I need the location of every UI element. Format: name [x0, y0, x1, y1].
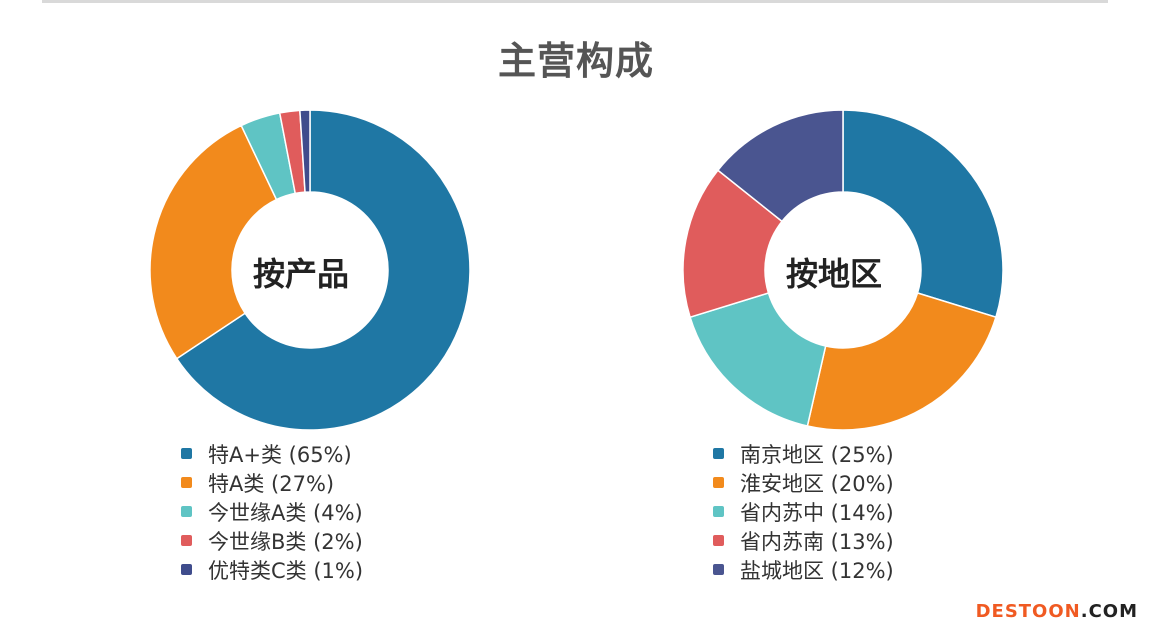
legend-swatch: [713, 564, 724, 575]
page-title: 主营构成: [497, 39, 654, 83]
watermark: DESTOON.COM: [976, 601, 1138, 622]
legend-swatch: [181, 506, 192, 517]
legend-label: 省内苏中 (14%): [740, 500, 894, 525]
donut-slice-region-0: [842, 109, 1004, 319]
donut-center-label-product: 按产品: [252, 255, 349, 293]
legend-swatch: [713, 535, 724, 546]
legend-region: 南京地区 (25%) 淮安地区 (20%) 省内苏中 (14%) 省内苏南 (13%)…: [713, 439, 894, 584]
donut-center-label-region: 按地区: [785, 255, 882, 293]
watermark-part2: .COM: [1080, 601, 1138, 622]
donut-slice-region-1: [806, 292, 997, 431]
legend-swatch: [713, 506, 724, 517]
legend-item-product-4: 优特类C类 (1%): [181, 555, 363, 584]
legend-swatch: [713, 477, 724, 488]
legend-swatch: [713, 448, 724, 459]
legend-item-product-3: 今世缘B类 (2%): [181, 526, 363, 555]
donut-slice-region-4: [716, 109, 844, 223]
legend-label: 盐城地区 (12%): [740, 558, 894, 583]
donut-slice-region-2: [689, 292, 827, 427]
legend-item-product-0: 特A+类 (65%): [181, 439, 363, 468]
legend-label: 省内苏南 (13%): [740, 529, 894, 554]
legend-label: 南京地区 (25%): [740, 442, 894, 467]
legend-label: 今世缘A类 (4%): [208, 500, 363, 525]
legend-label: 优特类C类 (1%): [208, 558, 364, 583]
legend-label: 特A+类 (65%): [208, 442, 352, 467]
legend-item-region-1: 淮安地区 (20%): [713, 468, 894, 497]
legend-label: 今世缘B类 (2%): [208, 529, 363, 554]
watermark-part1: DESTOON: [975, 601, 1081, 622]
top-divider: [42, 0, 1108, 3]
legend-swatch: [181, 448, 192, 459]
legend-item-region-2: 省内苏中 (14%): [713, 497, 894, 526]
legend-swatch: [181, 535, 192, 546]
legend-swatch: [181, 477, 192, 488]
legend-swatch: [181, 564, 192, 575]
donut-slice-product-1: [149, 124, 278, 360]
donut-slice-product-0: [175, 109, 471, 431]
legend-item-product-1: 特A类 (27%): [181, 468, 363, 497]
legend-item-product-2: 今世缘A类 (4%): [181, 497, 363, 526]
donut-slice-product-4: [299, 109, 311, 193]
legend-label: 特A类 (27%): [208, 471, 335, 496]
legend-item-region-3: 省内苏南 (13%): [713, 526, 894, 555]
legend-item-region-4: 盐城地区 (12%): [713, 555, 894, 584]
legend-product: 特A+类 (65%) 特A类 (27%) 今世缘A类 (4%) 今世缘B类 (2%) 优…: [181, 439, 363, 584]
legend-item-region-0: 南京地区 (25%): [713, 439, 894, 468]
legend-label: 淮安地区 (20%): [740, 471, 894, 496]
